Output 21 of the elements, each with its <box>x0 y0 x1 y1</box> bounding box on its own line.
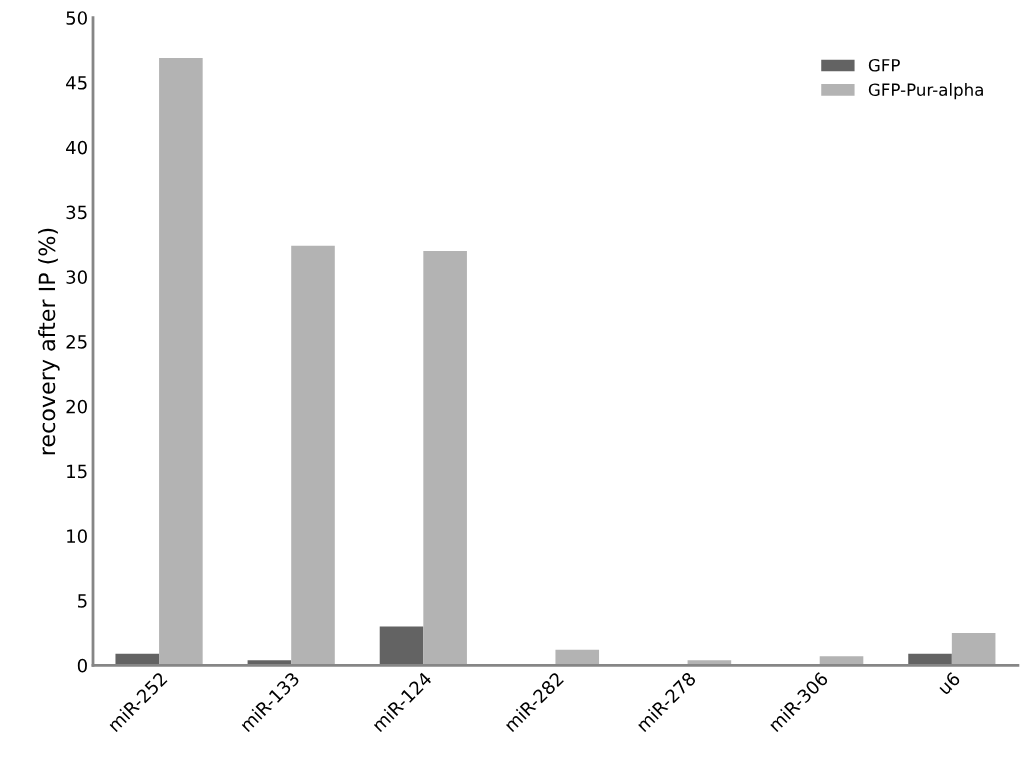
bar <box>951 632 996 666</box>
y-tick-label: 25 <box>66 335 87 349</box>
y-tick-label: 15 <box>67 464 87 479</box>
y-tick-label: 0 <box>77 658 87 673</box>
y-tick-label: 5 <box>78 594 87 608</box>
y-tick-label: 45 <box>66 76 87 90</box>
x-tick-label: u6 <box>936 671 961 696</box>
legend-label: GFP-Pur-alpha <box>868 83 983 100</box>
y-tick-label: 30 <box>66 270 87 284</box>
y-tick-label: 10 <box>67 529 87 543</box>
legend-label: GFP <box>868 58 900 72</box>
y-axis-title: recovery after IP (%) <box>38 228 60 455</box>
y-tick-label: 20 <box>66 399 87 414</box>
y-tick-label: 40 <box>66 140 87 155</box>
bar <box>291 245 335 666</box>
bar <box>159 57 203 666</box>
bar <box>423 250 467 666</box>
y-tick-label: 35 <box>66 205 87 220</box>
bar <box>379 626 424 666</box>
bar <box>555 649 600 666</box>
y-tick-label: 50 <box>66 11 87 25</box>
